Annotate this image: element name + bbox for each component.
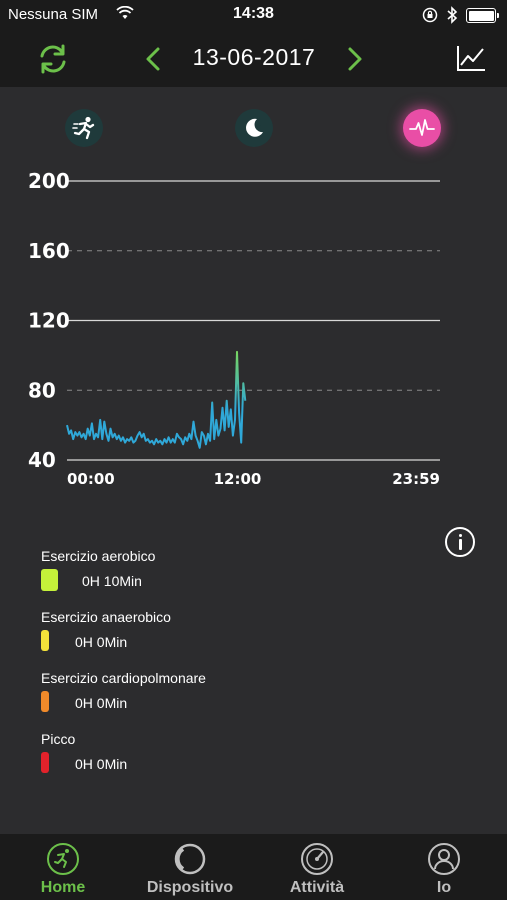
tab-home-label: Home (40, 879, 86, 896)
chevron-left-icon[interactable] (141, 44, 165, 74)
tab-device-label: Dispositivo (146, 879, 234, 896)
running-icon (47, 843, 79, 875)
legend-value: 0H 0Min (75, 634, 128, 650)
tab-device[interactable]: Dispositivo (127, 834, 253, 900)
legend-swatch (41, 569, 58, 591)
x-tick-label: 12:00 (214, 470, 262, 488)
carrier-label: Nessuna SIM (8, 6, 99, 23)
y-tick-label: 200 (28, 169, 70, 193)
legend-swatch (41, 752, 49, 773)
device-icon (174, 843, 206, 875)
x-tick-label: 00:00 (67, 470, 115, 488)
user-icon (428, 843, 460, 875)
status-bar: Nessuna SIM 14:38 (0, 0, 507, 30)
clock: 14:38 (233, 5, 274, 22)
mode-sleep-button[interactable] (235, 109, 273, 147)
tab-home[interactable]: Home (0, 834, 126, 900)
moon-icon (246, 118, 263, 137)
date-label[interactable]: 13-06-2017 (192, 44, 316, 70)
info-icon[interactable] (445, 527, 475, 557)
tab-bar: Home Dispositivo Attività Io (0, 834, 507, 900)
tab-me[interactable]: Io (381, 834, 507, 900)
legend-value: 0H 0Min (75, 756, 128, 772)
tab-me-label: Io (436, 879, 452, 896)
dashboard-icon (301, 843, 333, 875)
legend-title: Esercizio aerobico (41, 548, 156, 564)
rotation-lock-icon (422, 7, 438, 23)
chevron-right-icon[interactable] (343, 44, 367, 74)
running-icon (72, 116, 95, 140)
line-chart-icon[interactable] (455, 43, 487, 73)
legend-title: Esercizio anaerobico (41, 609, 171, 625)
refresh-icon[interactable] (36, 42, 70, 76)
y-tick-label: 40 (28, 448, 56, 472)
heart-rate-series-line (66, 350, 247, 449)
tab-activity[interactable]: Attività (254, 834, 380, 900)
heart-rate-icon (409, 119, 435, 136)
mode-heart-rate-button[interactable] (403, 109, 441, 147)
header: 13-06-2017 (0, 30, 507, 87)
legend-title: Esercizio cardiopolmonare (41, 670, 206, 686)
battery-icon (466, 8, 499, 23)
legend-value: 0H 10Min (82, 573, 142, 589)
tab-activity-label: Attività (289, 879, 345, 896)
y-tick-label: 160 (28, 239, 70, 263)
wifi-icon (116, 6, 134, 19)
bluetooth-icon (447, 6, 458, 24)
y-tick-label: 80 (28, 378, 56, 402)
x-tick-label: 23:59 (392, 470, 440, 488)
mode-activity-button[interactable] (65, 109, 103, 147)
legend-value: 0H 0Min (75, 695, 128, 711)
y-tick-label: 120 (28, 309, 70, 333)
legend-swatch (41, 691, 49, 712)
heart-rate-chart: 200 160 120 80 40 00:00 12:00 23:59 (28, 169, 440, 488)
main-panel: 200 160 120 80 40 00:00 12:00 23:59 Esercizio … (0, 87, 507, 834)
legend-swatch (41, 630, 49, 651)
legend-title: Picco (41, 731, 76, 747)
